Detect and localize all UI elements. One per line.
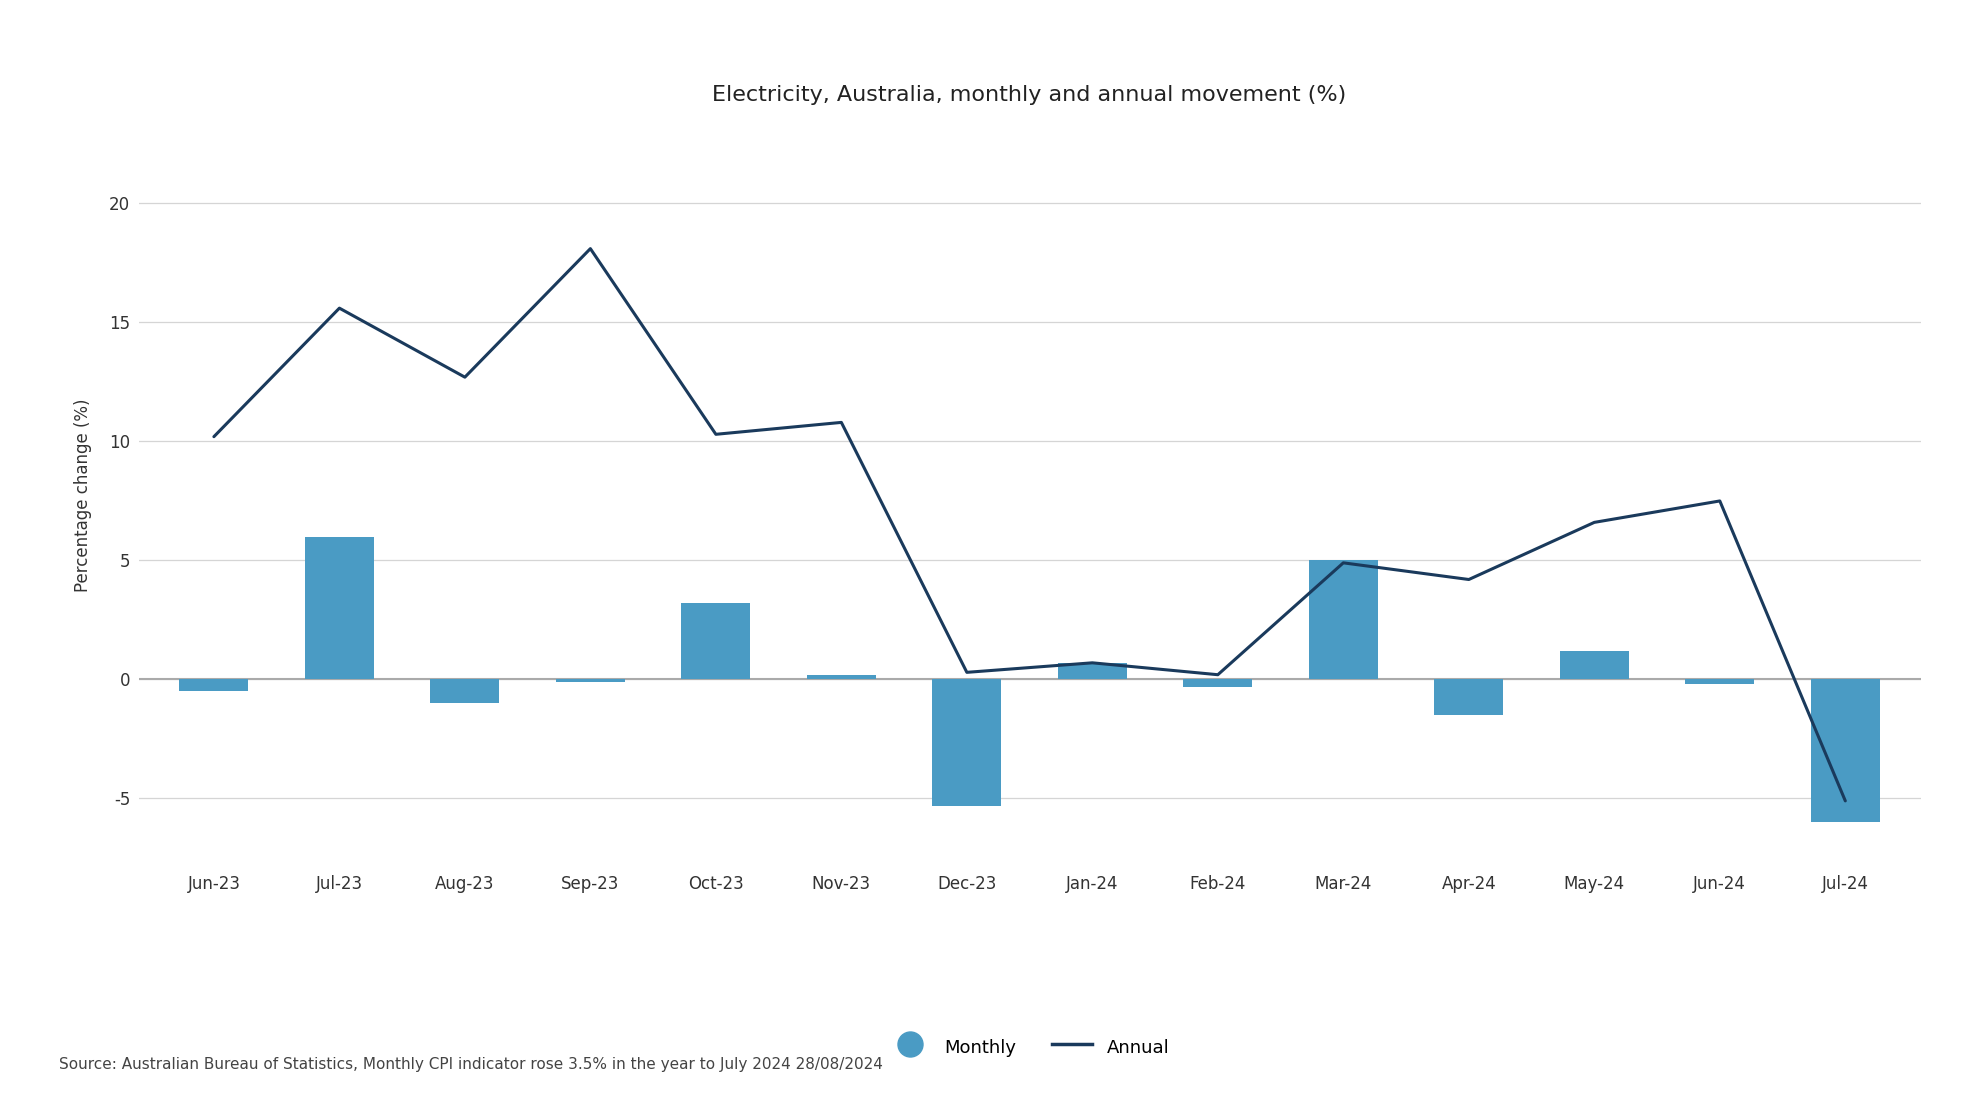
Bar xyxy=(933,680,1002,805)
Bar xyxy=(305,537,374,680)
Y-axis label: Percentage change (%): Percentage change (%) xyxy=(75,398,93,592)
Bar xyxy=(1812,680,1879,823)
Title: Electricity, Australia, monthly and annual movement (%): Electricity, Australia, monthly and annu… xyxy=(713,86,1346,106)
Bar xyxy=(1184,680,1253,686)
Bar xyxy=(681,603,750,680)
Bar xyxy=(1434,680,1503,715)
Text: Source: Australian Bureau of Statistics, Monthly CPI indicator rose 3.5% in the : Source: Australian Bureau of Statistics,… xyxy=(59,1057,883,1072)
Bar xyxy=(1309,561,1378,680)
Bar xyxy=(180,680,248,692)
Bar xyxy=(556,680,626,682)
Legend: Monthly, Annual: Monthly, Annual xyxy=(881,1026,1178,1067)
Bar xyxy=(430,680,499,703)
Bar xyxy=(808,674,875,680)
Bar xyxy=(1685,680,1754,684)
Bar xyxy=(1560,651,1630,680)
Bar xyxy=(1057,663,1127,680)
